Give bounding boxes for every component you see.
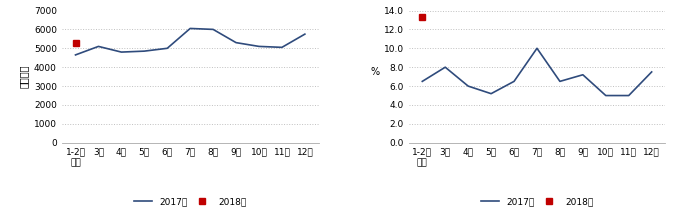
2017年 <box>556 80 564 83</box>
2017年 <box>441 66 449 68</box>
2017年 <box>186 27 194 30</box>
Legend: 2017年, 2018年: 2017年, 2018年 <box>134 198 246 207</box>
Line: 2017年: 2017年 <box>75 28 305 55</box>
2017年 <box>487 92 495 95</box>
2017年 <box>94 45 102 48</box>
2017年 <box>533 47 541 50</box>
Y-axis label: %: % <box>370 67 380 77</box>
Legend: 2017年, 2018年: 2017年, 2018年 <box>481 198 593 207</box>
2017年 <box>602 94 610 97</box>
2017年 <box>255 45 263 48</box>
2017年 <box>71 54 80 56</box>
2017年 <box>579 74 587 76</box>
2017年 <box>117 51 126 53</box>
2017年 <box>418 80 427 83</box>
2017年 <box>648 71 656 73</box>
2017年 <box>209 28 217 31</box>
2017年 <box>510 80 518 83</box>
2017年 <box>464 85 472 87</box>
2017年 <box>163 47 172 50</box>
2017年 <box>300 33 309 35</box>
2017年 <box>232 41 240 44</box>
Y-axis label: 亿千瓦时: 亿千瓦时 <box>19 65 28 88</box>
2017年 <box>625 94 633 97</box>
2017年 <box>278 46 286 49</box>
Line: 2017年: 2017年 <box>423 48 652 96</box>
2017年 <box>140 50 148 52</box>
